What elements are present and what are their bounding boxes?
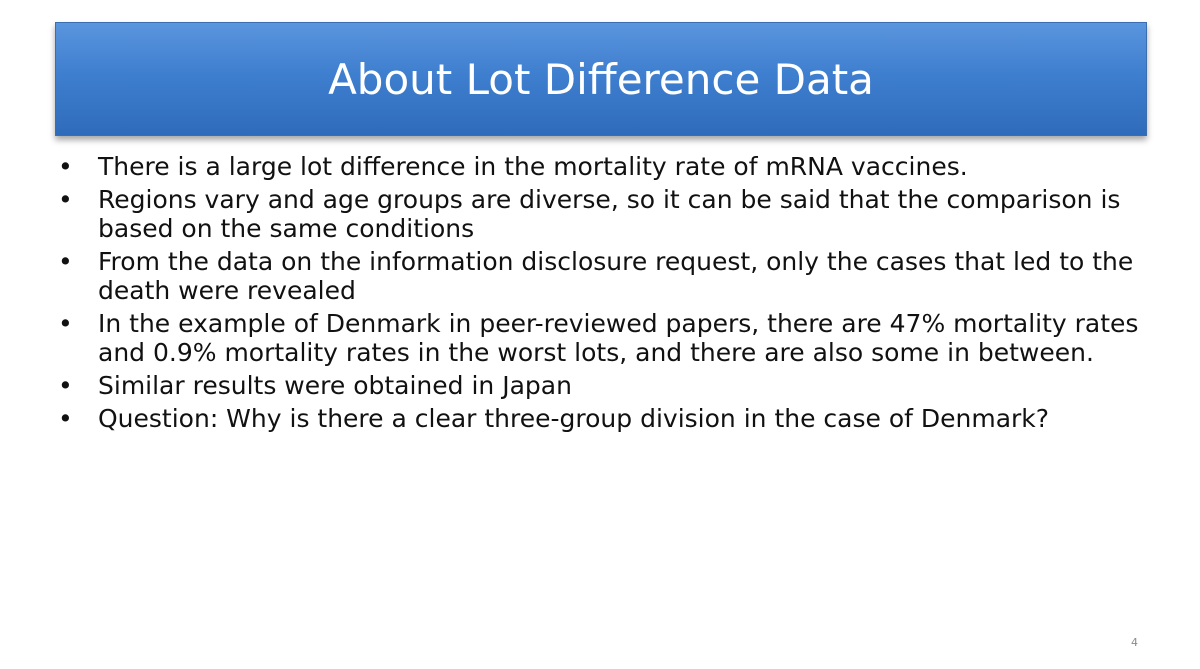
bullet-item: • There is a large lot difference in the… (56, 152, 1156, 181)
bullet-text: Regions vary and age groups are diverse,… (98, 185, 1121, 243)
bullet-item: • Regions vary and age groups are divers… (56, 185, 1156, 243)
bullet-dot-icon: • (58, 404, 73, 433)
bullet-text: In the example of Denmark in peer-review… (98, 309, 1139, 367)
bullet-dot-icon: • (58, 152, 73, 181)
bullet-item: • In the example of Denmark in peer-revi… (56, 309, 1156, 367)
title-banner: About Lot Difference Data (55, 22, 1147, 136)
bullet-item: • Question: Why is there a clear three-g… (56, 404, 1156, 433)
bullet-dot-icon: • (58, 371, 73, 400)
bullet-dot-icon: • (58, 309, 73, 338)
bullet-text: There is a large lot difference in the m… (98, 152, 968, 181)
slide-title: About Lot Difference Data (328, 54, 874, 104)
bullet-text: Question: Why is there a clear three-gro… (98, 404, 1050, 433)
bullet-text: Similar results were obtained in Japan (98, 371, 572, 400)
bullet-item: • Similar results were obtained in Japan (56, 371, 1156, 400)
page-number: 4 (1131, 636, 1138, 649)
bullet-item: • From the data on the information discl… (56, 247, 1156, 305)
bullet-list: • There is a large lot difference in the… (56, 152, 1156, 437)
bullet-text: From the data on the information disclos… (98, 247, 1134, 305)
bullet-dot-icon: • (58, 185, 73, 214)
bullet-dot-icon: • (58, 247, 73, 276)
